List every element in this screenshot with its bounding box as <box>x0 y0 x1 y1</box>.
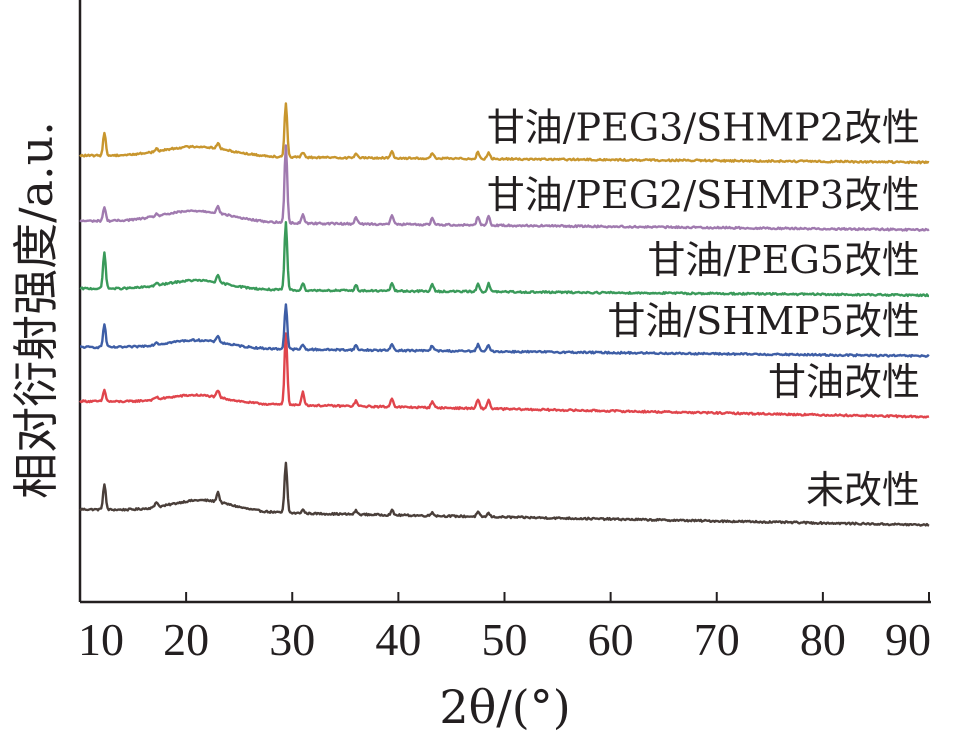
series-label: 未改性 <box>806 468 920 512</box>
series-line <box>79 144 930 232</box>
x-tick-label: 60 <box>588 614 634 665</box>
x-tick-label: 80 <box>800 614 846 665</box>
x-tick-label: 40 <box>375 614 421 665</box>
x-tick-label: 90 <box>885 614 931 665</box>
series-line <box>79 102 930 165</box>
x-ticks: 10 20 30 40 50 60 70 80 90 <box>78 592 931 665</box>
series-label: 甘油/SHMP5改性 <box>607 299 920 343</box>
x-tick-label: 70 <box>694 614 740 665</box>
series-label: 甘油/PEG5改性 <box>647 238 920 282</box>
x-tick-label: 10 <box>78 614 124 665</box>
series-lines <box>79 102 930 527</box>
series-line <box>79 461 930 527</box>
series-labels: 未改性 甘油改性 甘油/SHMP5改性 甘油/PEG5改性 甘油/PEG2/SHMP3改… <box>487 105 920 512</box>
y-axis-title: 相对衍射强度/a.u. <box>9 121 63 499</box>
series-label: 甘油/PEG2/SHMP3改性 <box>487 173 920 217</box>
series-line <box>79 303 930 358</box>
series-line <box>79 221 930 298</box>
x-tick-label: 50 <box>482 614 528 665</box>
x-tick-label: 20 <box>163 614 209 665</box>
series-line <box>79 332 930 419</box>
x-axis-title: 2θ/(°) <box>439 680 570 734</box>
series-label: 甘油/PEG3/SHMP2改性 <box>487 105 920 149</box>
x-tick-label: 30 <box>269 614 315 665</box>
series-label: 甘油改性 <box>768 360 920 404</box>
